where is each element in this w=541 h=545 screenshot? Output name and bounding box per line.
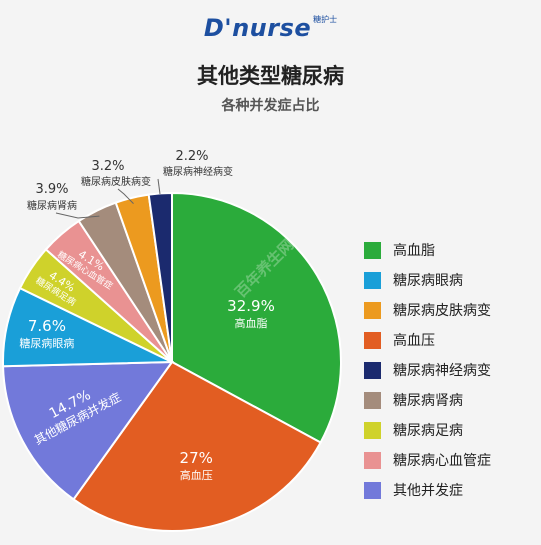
- legend-label: 其他并发症: [393, 483, 463, 499]
- legend-swatch: [364, 331, 381, 349]
- slice-category-label: 高血脂: [235, 316, 268, 330]
- leader-line: [117, 188, 134, 204]
- legend-item: 糖尿病皮肤病变: [364, 295, 491, 325]
- slice-value-label: 3.2%: [91, 159, 124, 174]
- legend-label: 糖尿病心血管症: [393, 453, 491, 469]
- legend-label: 糖尿病足病: [393, 423, 463, 439]
- slice-category-label: 糖尿病神经病变: [163, 165, 233, 178]
- legend-swatch: [364, 271, 381, 289]
- legend-swatch: [364, 301, 381, 319]
- legend-item: 高血脂: [364, 235, 491, 265]
- legend-label: 糖尿病肾病: [393, 393, 463, 409]
- slice-value-label: 3.9%: [35, 182, 68, 197]
- slice-value-label: 27%: [180, 449, 213, 467]
- legend-swatch: [364, 451, 381, 469]
- legend-label: 糖尿病神经病变: [393, 363, 491, 379]
- legend-item: 糖尿病神经病变: [364, 355, 491, 385]
- legend-swatch: [364, 361, 381, 379]
- legend-swatch: [364, 241, 381, 259]
- chart-subtitle: 各种并发症占比: [221, 98, 320, 114]
- pie-slice: [2, 360, 174, 501]
- legend-swatch: [364, 391, 381, 409]
- legend-label: 高血压: [393, 333, 435, 349]
- slice-value-label: 2.2%: [175, 149, 208, 164]
- slice-category-label: 糖尿病眼病: [19, 336, 74, 350]
- legend-swatch: [364, 481, 381, 499]
- leader-line: [55, 212, 100, 219]
- legend-swatch: [364, 421, 381, 439]
- legend-item: 糖尿病心血管症: [364, 445, 491, 475]
- slice-value-label: 7.6%: [28, 317, 66, 335]
- slice-category-label: 糖尿病肾病: [27, 199, 77, 212]
- chart-title: 其他类型糖尿病: [197, 64, 344, 88]
- legend-item: 糖尿病眼病: [364, 265, 491, 295]
- legend-item: 糖尿病足病: [364, 415, 491, 445]
- slice-category-label: 糖尿病皮肤病变: [81, 175, 151, 188]
- legend-label: 糖尿病皮肤病变: [393, 303, 491, 319]
- pie-slice: [72, 360, 322, 532]
- pie-slice: [171, 191, 342, 444]
- chart-legend: 高血脂糖尿病眼病糖尿病皮肤病变 高血压糖尿病神经病变 糖尿病肾病糖尿病足病糖尿病心血…: [364, 235, 491, 505]
- legend-item: 高血压: [364, 325, 491, 355]
- brand-logo-subtext: 糖护士: [313, 15, 338, 24]
- slice-category-label: 高血压: [180, 468, 213, 482]
- brand-logo-text: D'nurse: [203, 14, 312, 42]
- legend-label: 高血脂: [393, 243, 435, 259]
- legend-item: 糖尿病肾病: [364, 385, 491, 415]
- brand-logo: D'nurse 糖护士: [0, 14, 541, 42]
- slice-value-label: 32.9%: [227, 297, 275, 315]
- legend-label: 糖尿病眼病: [393, 273, 463, 289]
- leader-line: [157, 178, 161, 195]
- legend-item: 其他并发症: [364, 475, 491, 505]
